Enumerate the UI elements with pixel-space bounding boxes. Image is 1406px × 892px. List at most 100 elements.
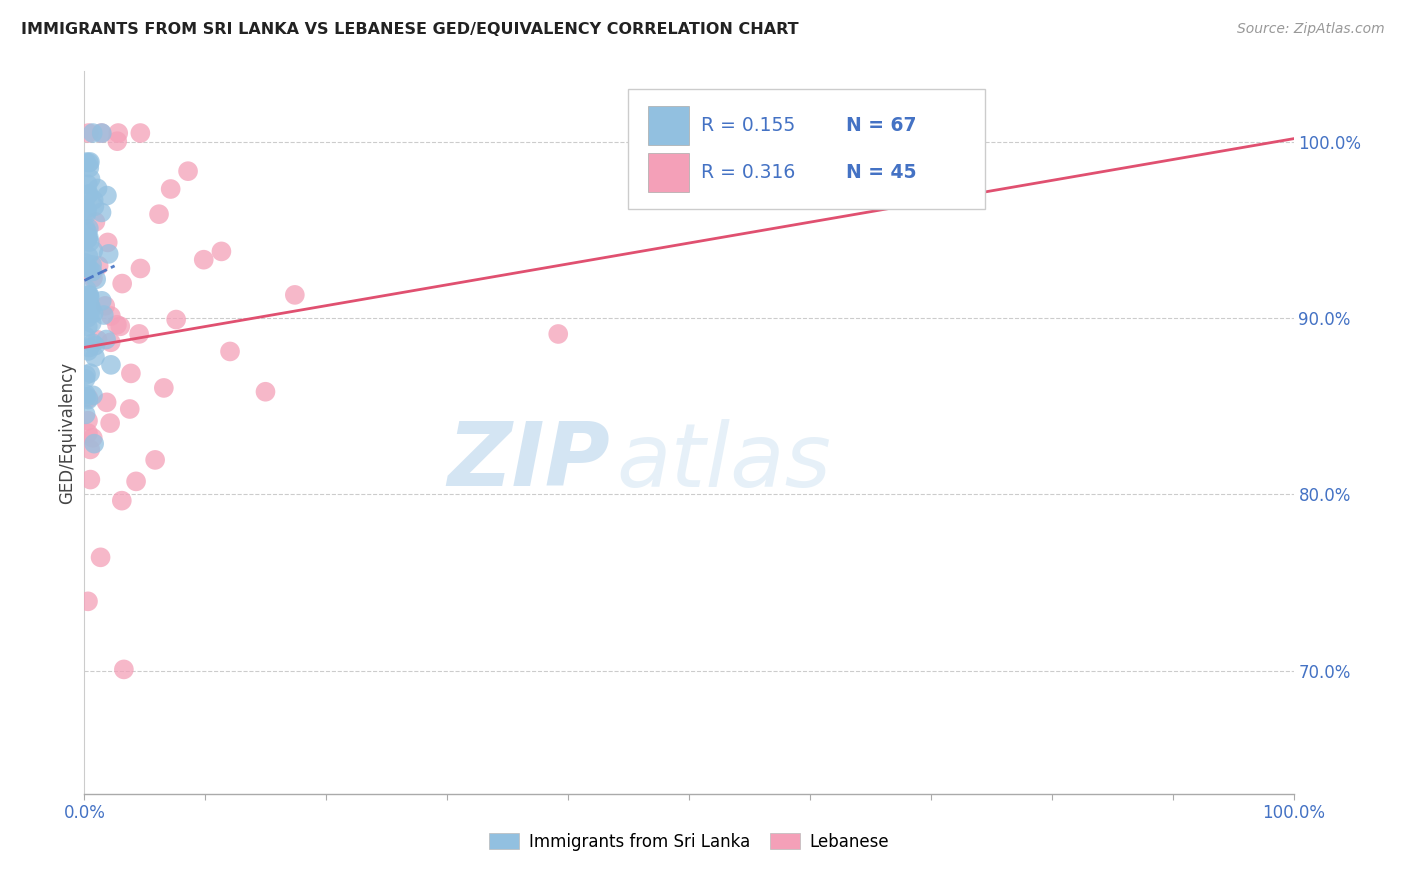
Point [83, 193, 105, 207]
Point [80, 300, 103, 314]
Point [90, 126, 112, 140]
Point [79, 172, 101, 186]
Point [75, 155, 97, 169]
Point [76, 225, 98, 239]
Point [77, 261, 100, 276]
Point [75, 372, 97, 386]
Point [75, 256, 97, 270]
Text: R = 0.155: R = 0.155 [702, 116, 796, 135]
Point [82, 271, 104, 285]
Point [76, 310, 98, 325]
Point [86, 181, 108, 195]
Point [84, 338, 107, 352]
Point [76, 178, 98, 192]
Point [120, 367, 142, 381]
Y-axis label: GED/Equivalency: GED/Equivalency [58, 361, 76, 504]
Point [77, 187, 100, 202]
Legend: Immigrants from Sri Lanka, Lebanese: Immigrants from Sri Lanka, Lebanese [482, 827, 896, 858]
Point [177, 164, 200, 178]
Point [77, 155, 100, 169]
Point [83, 306, 105, 320]
Point [284, 288, 307, 302]
Point [94, 299, 117, 313]
Point [82, 431, 104, 445]
FancyBboxPatch shape [648, 106, 689, 145]
Text: IMMIGRANTS FROM SRI LANKA VS LEBANESE GED/EQUIVALENCY CORRELATION CHART: IMMIGRANTS FROM SRI LANKA VS LEBANESE GE… [21, 22, 799, 37]
Point [193, 252, 215, 267]
Point [100, 358, 122, 372]
Point [118, 402, 141, 417]
Point [76, 204, 98, 219]
Point [82, 244, 104, 258]
Point [80, 302, 103, 317]
Point [87, 259, 110, 273]
Point [75, 308, 97, 322]
Point [100, 335, 122, 350]
Point [77, 126, 100, 140]
Point [77, 187, 100, 202]
Point [76, 202, 98, 216]
Point [219, 344, 242, 359]
Point [79, 473, 101, 487]
Point [80, 316, 103, 330]
Point [82, 126, 104, 140]
Point [84, 350, 107, 364]
Point [97, 235, 120, 250]
FancyBboxPatch shape [628, 89, 986, 209]
Point [82, 388, 104, 402]
Point [125, 475, 148, 489]
Point [76, 300, 98, 314]
Point [105, 318, 128, 332]
Point [79, 291, 101, 305]
Point [76, 283, 98, 297]
Point [93, 308, 115, 322]
Point [83, 436, 105, 450]
Point [148, 207, 170, 221]
Point [79, 366, 101, 380]
Point [79, 298, 101, 312]
Point [77, 161, 100, 175]
Point [79, 442, 101, 457]
Point [79, 155, 101, 169]
Point [77, 414, 100, 428]
Point [143, 453, 166, 467]
Point [159, 182, 181, 196]
Text: N = 67: N = 67 [846, 116, 917, 135]
Point [90, 126, 112, 140]
Point [75, 390, 97, 404]
Point [76, 232, 98, 246]
Point [82, 336, 104, 351]
Point [75, 221, 97, 235]
Point [111, 493, 134, 508]
Point [98, 416, 121, 430]
Point [128, 326, 150, 341]
Point [77, 343, 100, 358]
Point [90, 550, 112, 565]
Point [129, 261, 152, 276]
Point [79, 341, 101, 355]
Point [77, 392, 100, 407]
Point [82, 264, 104, 278]
Point [111, 277, 134, 291]
Point [77, 391, 100, 405]
Point [107, 126, 129, 140]
Point [110, 319, 132, 334]
Point [100, 309, 122, 323]
Point [75, 260, 97, 275]
Point [76, 231, 98, 245]
Point [209, 244, 232, 259]
Point [75, 329, 97, 343]
Point [94, 333, 117, 347]
Point [79, 235, 101, 249]
Point [547, 326, 569, 341]
Point [82, 258, 104, 272]
Text: Source: ZipAtlas.com: Source: ZipAtlas.com [1237, 22, 1385, 37]
Point [77, 221, 100, 235]
Point [254, 384, 277, 399]
Point [79, 288, 101, 302]
Point [75, 260, 97, 274]
Point [77, 426, 100, 441]
Point [77, 230, 100, 244]
Point [96, 188, 118, 202]
Point [129, 126, 152, 140]
